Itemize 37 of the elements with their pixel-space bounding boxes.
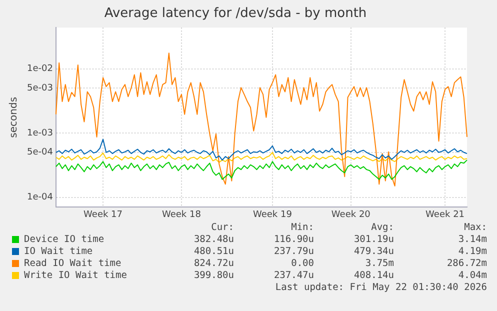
x-tick-label: Week 21 <box>426 210 465 220</box>
y-tick-label: 5e-04 <box>26 148 54 158</box>
text: 479.34u <box>352 246 394 258</box>
legend-label: Write IO Wait time <box>24 270 128 282</box>
text: 286.72m <box>446 258 487 270</box>
text: Cur: <box>210 222 234 234</box>
y-tick-label: 1e-04 <box>26 192 54 203</box>
x-tick-label: Week 17 <box>84 210 123 220</box>
text: 480.51u <box>192 246 234 258</box>
text: Last update: Fri May 22 01:30:40 2026 <box>274 282 487 294</box>
x-tick-label: Week 18 <box>162 210 202 220</box>
legend-label: Read IO Wait time <box>24 258 122 270</box>
text: 824.72u <box>192 258 234 270</box>
text: 382.48u <box>192 234 234 246</box>
text: 116.90u <box>272 234 314 246</box>
text: 3.14m <box>457 234 487 246</box>
x-tick-label: Week 19 <box>252 210 292 220</box>
text: 3.75m <box>364 258 394 270</box>
legend-label: Device IO time <box>24 234 106 246</box>
text: Avg: <box>370 222 394 234</box>
text: 4.19m <box>457 246 487 258</box>
text: 399.80u <box>192 270 234 282</box>
y-axis-title: seconds <box>8 96 20 138</box>
text: 237.79u <box>272 246 314 258</box>
text: Min: <box>290 222 314 234</box>
text: 301.19u <box>352 234 394 246</box>
legend-label: IO Wait time <box>24 246 94 258</box>
y-tick-label: 1e-02 <box>26 64 53 74</box>
chart-title: Average latency for /dev/sda - by month <box>104 6 367 22</box>
text: 4.04m <box>457 270 487 282</box>
text: 237.47u <box>272 270 314 282</box>
text: Max: <box>463 222 487 234</box>
text: 0.00 <box>290 258 314 270</box>
y-tick-label: 5e-03 <box>26 84 53 94</box>
x-tick-label: Week 20 <box>331 210 371 220</box>
text: 408.14u <box>352 270 394 282</box>
y-tick-label: 1e-03 <box>26 128 53 138</box>
